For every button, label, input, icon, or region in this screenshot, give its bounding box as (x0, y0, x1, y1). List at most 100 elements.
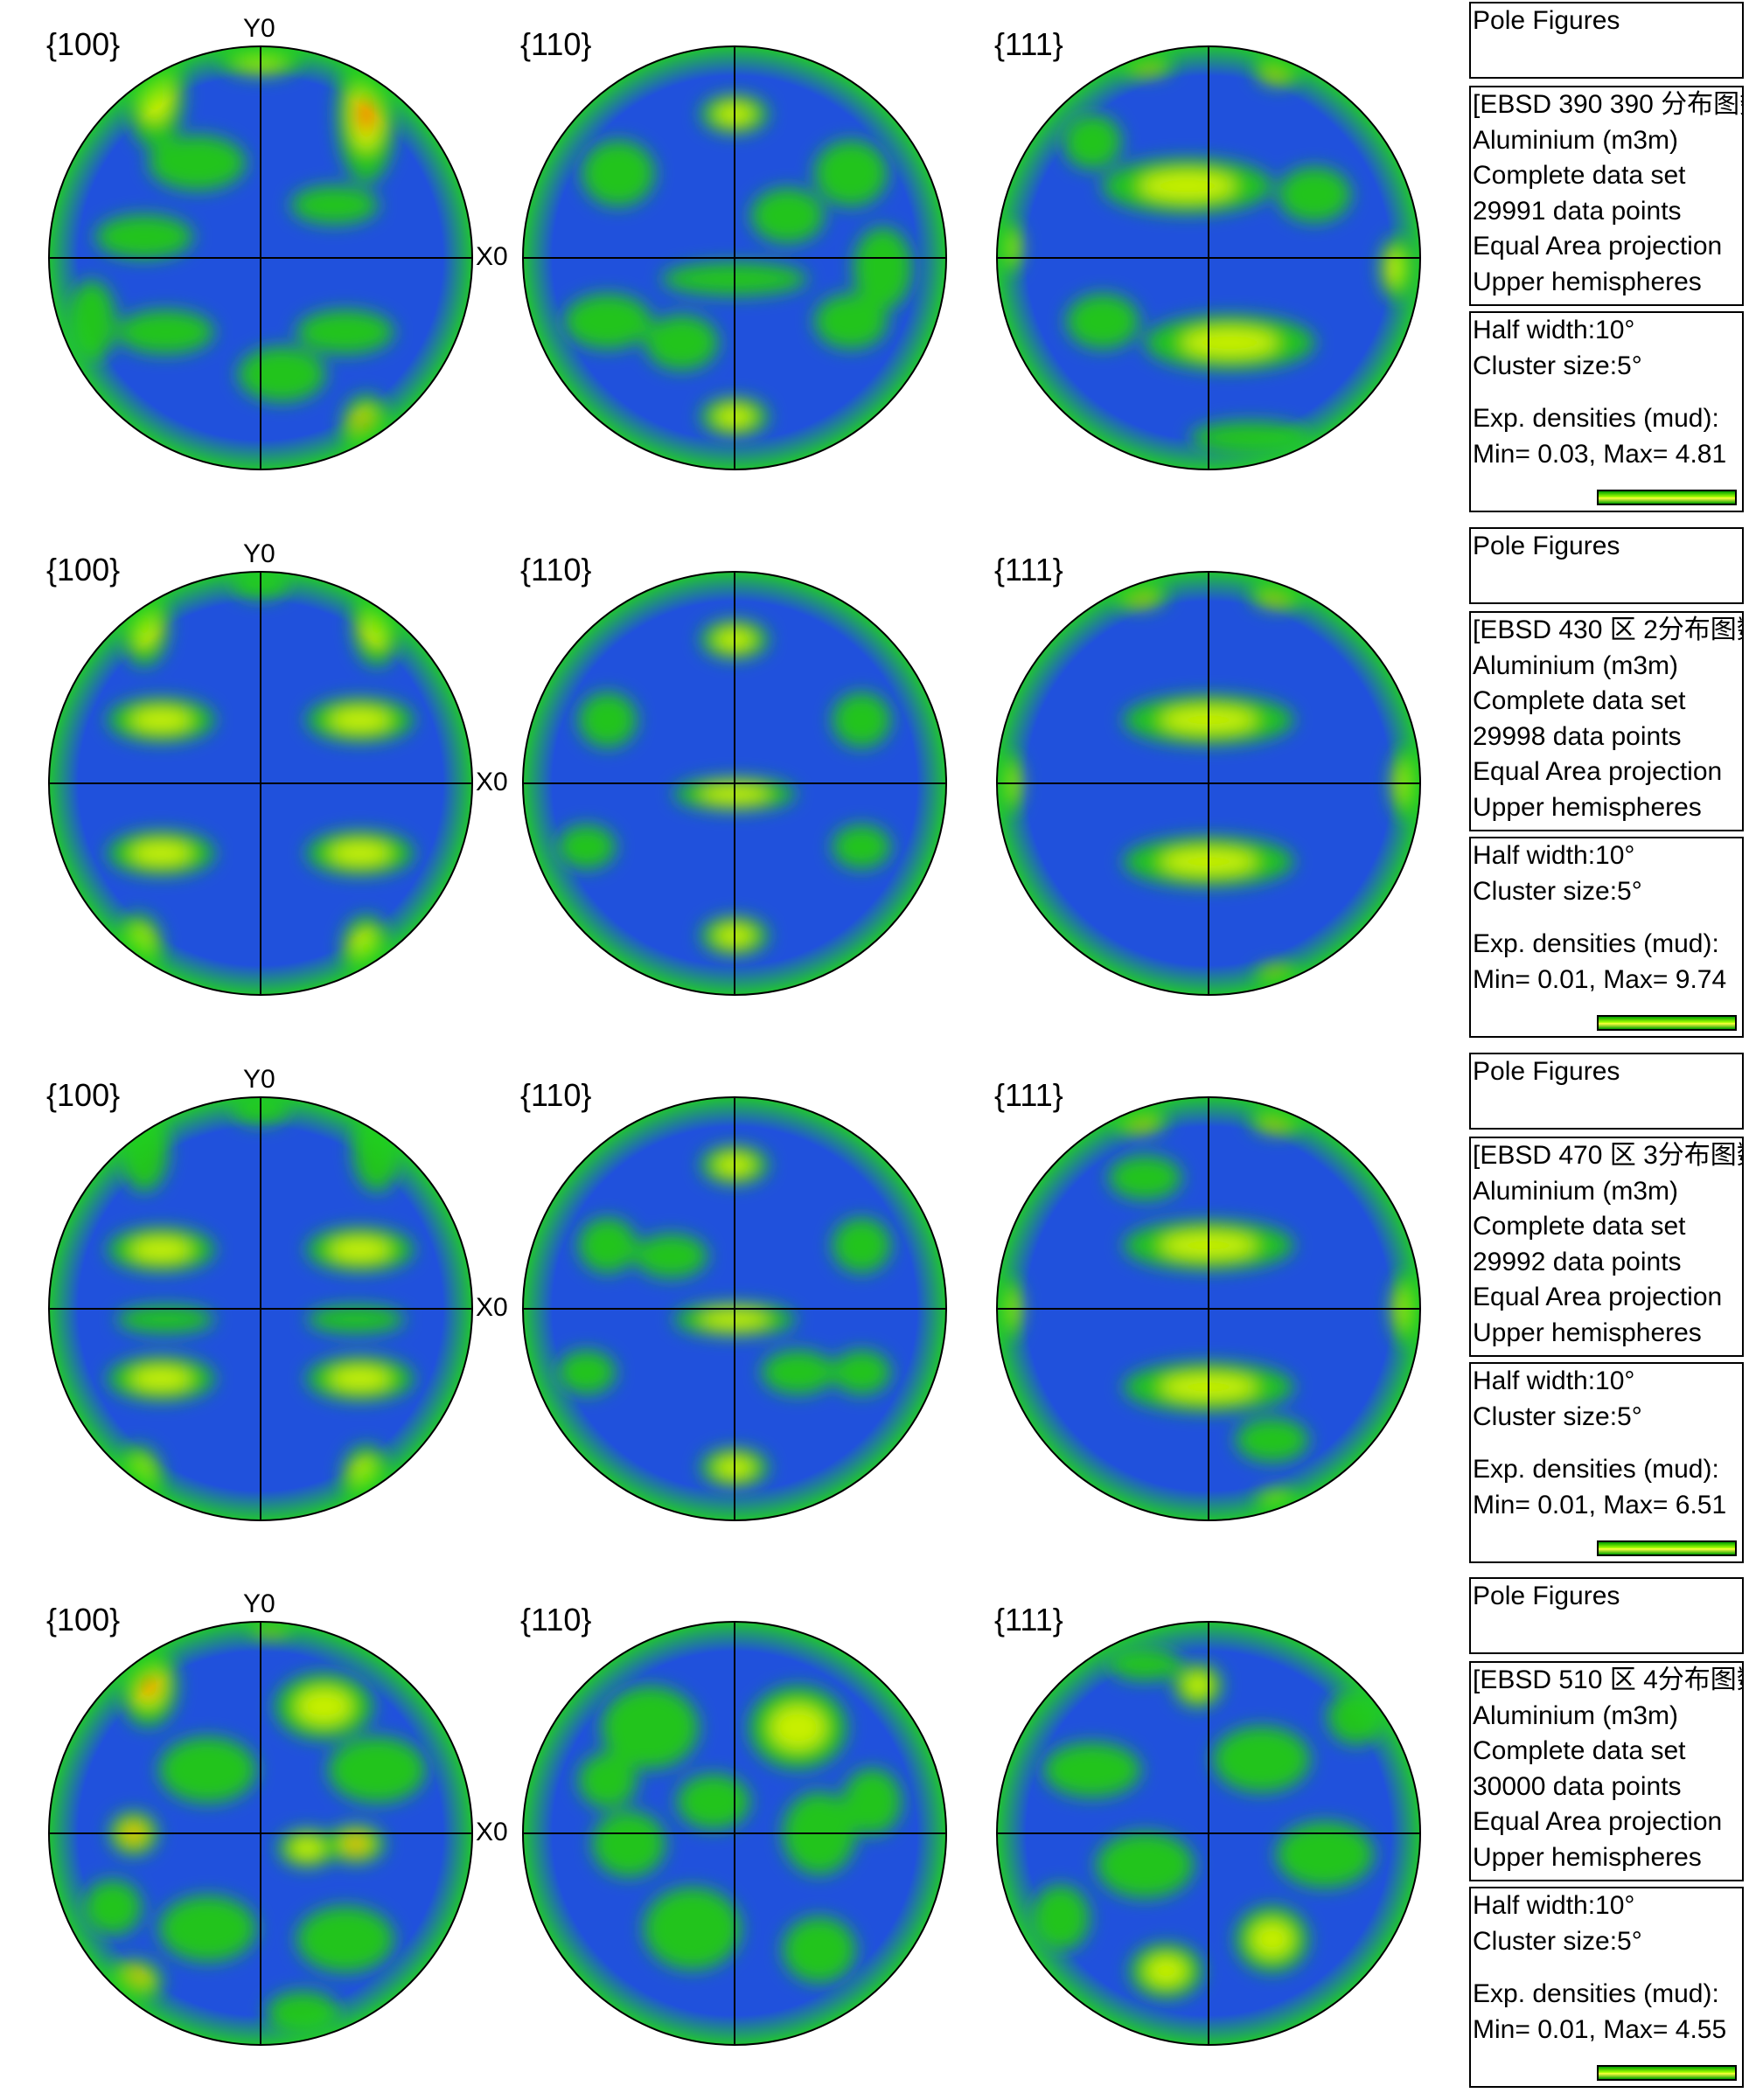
pole-figure-row: {100} Y0 X0 {110} {111} Pole Figures [EBSD 390… (0, 0, 1749, 525)
density-contour (1251, 1921, 1293, 1957)
info-material: Aluminium (m3m) (1473, 1700, 1679, 1730)
y-axis-label: Y0 (243, 1065, 275, 1094)
legend-title-box: Pole Figures (1469, 2, 1744, 79)
half-width-label: Half width:10° (1473, 316, 1635, 344)
pole-figure-title: {100} (46, 1077, 121, 1113)
density-contour (306, 1356, 414, 1401)
density-contour (714, 925, 755, 947)
density-contour (275, 1673, 373, 1740)
dataset-info-box: [EBSD 430 区 2分布图数 Aluminium (m3m) Complete… (1469, 611, 1744, 831)
density-contour (1096, 1832, 1195, 1899)
density-contour (116, 1305, 214, 1333)
density-contour (330, 841, 391, 866)
info-projection: Equal Area projection (1473, 757, 1723, 786)
pole-figure-title: {111} (994, 1602, 1063, 1638)
info-data-set: Complete data set (1473, 686, 1686, 715)
info-hemisphere: Upper hemispheres (1473, 1318, 1702, 1347)
pole-figure-title: {100} (46, 1602, 121, 1638)
density-contour (1108, 1155, 1182, 1200)
density-peak (126, 1975, 142, 1988)
pole-figure-plot (996, 1096, 1421, 1521)
density-contour (120, 1109, 169, 1192)
density-contour (123, 1460, 152, 1496)
x-axis-label: X0 (476, 768, 508, 796)
density-contour (582, 140, 655, 206)
density-contour (1174, 1663, 1223, 1707)
density-background (997, 1097, 1420, 1520)
density-contour (700, 784, 770, 803)
density-contour (1043, 1742, 1141, 1798)
density-background (997, 1622, 1420, 2045)
pole-figure-circle (48, 45, 473, 470)
min-max-label: Min= 0.01, Max= 9.74 (1473, 964, 1727, 994)
density-contour (148, 135, 247, 191)
density-contour (352, 930, 380, 967)
density-contour (306, 1227, 414, 1272)
density-contour (130, 602, 158, 647)
pole-figure-circle (48, 571, 473, 996)
density-contour (350, 77, 383, 151)
half-width-label: Half width:10° (1473, 1891, 1635, 1920)
density-contour (1160, 1232, 1258, 1259)
pole-figure-circle (522, 1096, 947, 1521)
density-contour (645, 315, 719, 371)
density-contour (1123, 1362, 1294, 1412)
density-peak (126, 1827, 141, 1839)
density-contour (1265, 1496, 1293, 1512)
spacer (1471, 384, 1742, 401)
density-contour (342, 915, 391, 982)
spacer (1471, 1435, 1742, 1452)
density-contour (1327, 1689, 1386, 1745)
density-contour (700, 397, 769, 436)
density-contour (832, 1350, 891, 1394)
density-contour (158, 1736, 257, 1804)
density-contour (328, 1736, 426, 1804)
density-contour (306, 831, 414, 876)
pole-figure-circle (522, 571, 947, 996)
info-dataset: [EBSD 390 390 分布图数 (1473, 90, 1744, 119)
density-contour (1144, 315, 1315, 371)
info-hemisphere: Upper hemispheres (1473, 1842, 1702, 1872)
density-contour (1398, 1288, 1420, 1330)
density-contour (854, 226, 912, 310)
pole-figure-circle (522, 45, 947, 470)
density-contour (1249, 1102, 1308, 1136)
info-points: 30000 data points (1473, 1771, 1682, 1801)
density-background (523, 1622, 946, 2045)
density-contour (997, 219, 1022, 275)
density-contour (95, 214, 193, 259)
density-contour (601, 1686, 699, 1770)
dataset-info-box: [EBSD 470 区 3分布图数 Aluminium (m3m) Complete… (1469, 1137, 1744, 1357)
density-contour (125, 46, 185, 149)
density-contour (714, 1154, 755, 1176)
info-projection: Equal Area projection (1473, 232, 1723, 261)
density-peak (1271, 1113, 1286, 1124)
density-contour (814, 140, 888, 206)
density-contour (673, 777, 796, 810)
density-contour (1398, 762, 1420, 804)
density-contour (1212, 1726, 1311, 1793)
density-contour (1390, 1269, 1420, 1348)
pole-figure-title: {110} (520, 26, 592, 62)
pole-figure-plot (996, 45, 1421, 470)
density-contour (342, 393, 391, 461)
min-max-label: Min= 0.01, Max= 4.55 (1473, 2014, 1727, 2044)
legend-title: Pole Figures (1473, 532, 1620, 560)
density-peak (359, 95, 374, 133)
density-background (49, 46, 472, 469)
density-contour (770, 1705, 826, 1750)
density-contour (1109, 576, 1168, 610)
density-contour (1235, 1906, 1309, 1972)
info-material: Aluminium (m3m) (1473, 125, 1679, 155)
density-contour (116, 309, 214, 354)
dataset-info-box: [EBSD 390 390 分布图数 Aluminium (m3m) Complet… (1469, 86, 1744, 306)
density-contour (999, 1290, 1016, 1327)
density-contour (130, 707, 192, 732)
density-contour (714, 629, 755, 650)
density-contour (330, 1366, 391, 1391)
density-contour (1116, 49, 1174, 78)
info-data-set: Complete data set (1473, 161, 1686, 190)
densities-label: Exp. densities (mud): (1473, 929, 1719, 958)
density-contour (999, 765, 1016, 802)
density-contour (130, 1237, 192, 1262)
